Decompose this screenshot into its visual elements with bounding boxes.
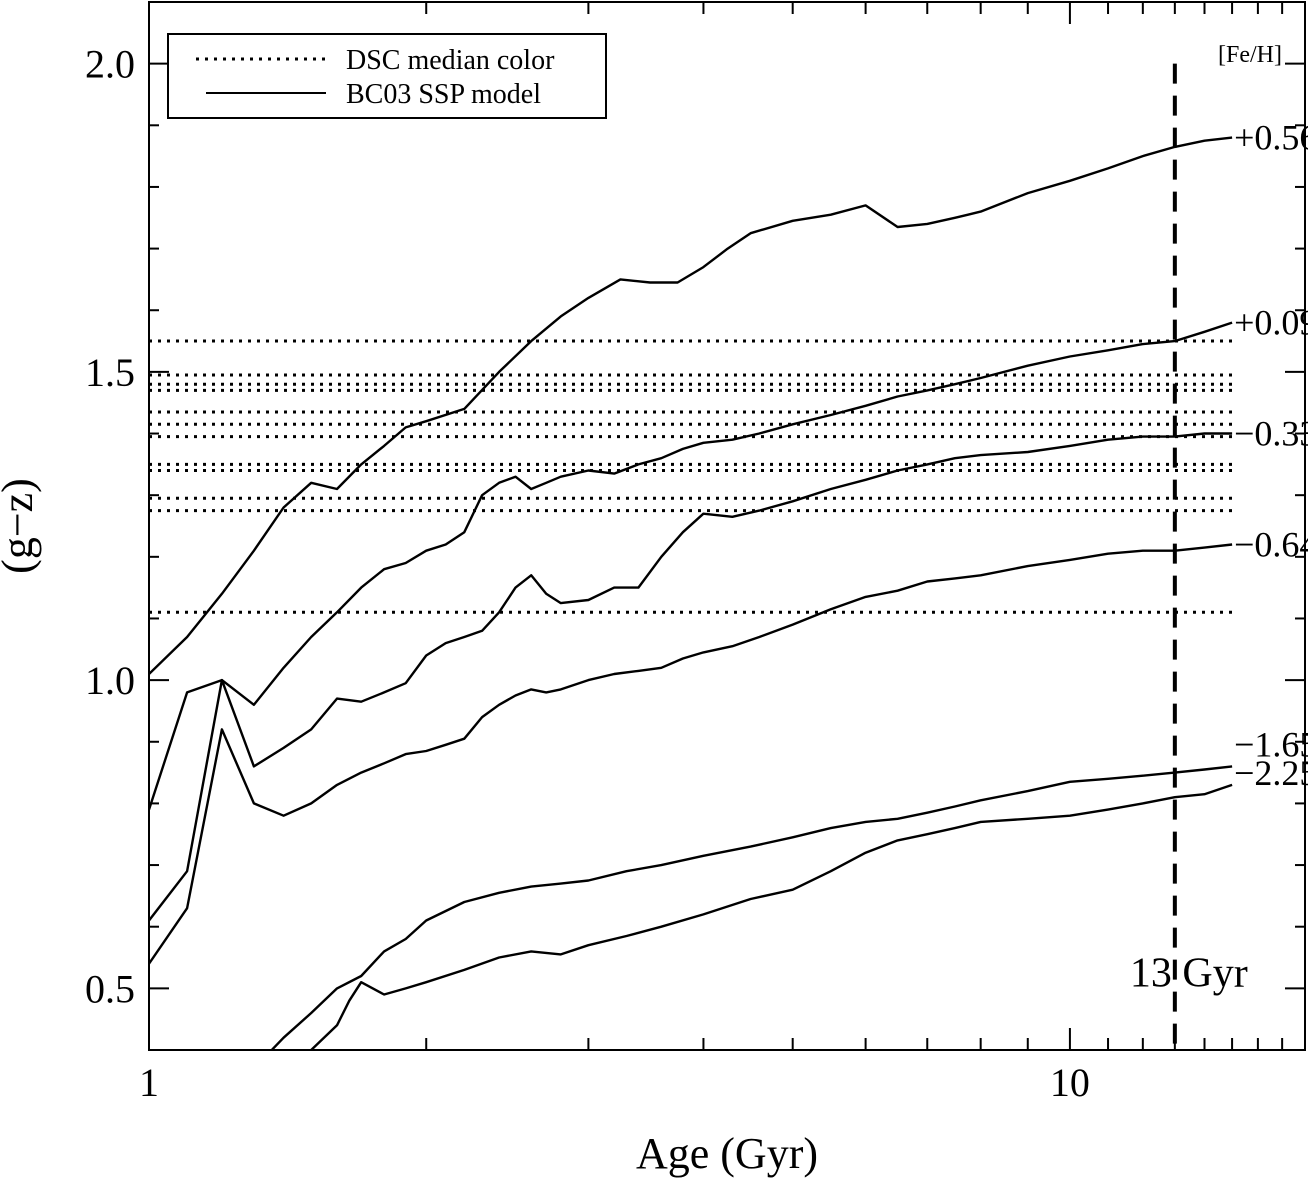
feh-label: +0.09: [1234, 303, 1308, 343]
feh-label: −1.65: [1234, 724, 1308, 764]
y-tick-label: 1.5: [85, 350, 135, 395]
model-line-1: [149, 136, 1233, 675]
model-line-5: [270, 765, 1233, 1050]
feh-label: +0.56: [1234, 118, 1308, 158]
legend: DSC median color BC03 SSP model: [167, 33, 607, 119]
metallicity-labels: +0.56+0.09−0.33−0.64−1.65−2.25: [1234, 118, 1308, 793]
legend-box: [167, 33, 607, 119]
model-series: [149, 136, 1233, 1050]
axis-ticks: 0.5 1.0 1.5 2.0 1 10: [85, 2, 1306, 1105]
dsc-median-lines: [149, 339, 1233, 614]
legend-label-bc03: BC03 SSP model: [346, 79, 541, 110]
feh-header: [Fe/H]: [1218, 42, 1282, 68]
y-axis-title: (g−z): [0, 478, 42, 574]
x-tick-label: 10: [1050, 1060, 1090, 1105]
x-axis-title: Age (Gyr): [636, 1129, 818, 1178]
model-line-2: [149, 321, 1233, 810]
plot-frame: [148, 1, 1306, 1051]
model-line-3: [149, 432, 1233, 922]
legend-label-dsc: DSC median color: [346, 45, 555, 76]
model-line-4: [149, 543, 1233, 965]
y-tick-label: 2.0: [85, 42, 135, 87]
feh-label: −0.64: [1234, 524, 1308, 564]
age-13gyr-label: 13 Gyr: [1130, 950, 1248, 996]
y-tick-label: 1.0: [85, 658, 135, 703]
model-line-6: [309, 783, 1233, 1050]
x-tick-label: 1: [139, 1060, 159, 1105]
y-tick-label: 0.5: [85, 966, 135, 1011]
feh-label: −2.25: [1234, 753, 1308, 793]
